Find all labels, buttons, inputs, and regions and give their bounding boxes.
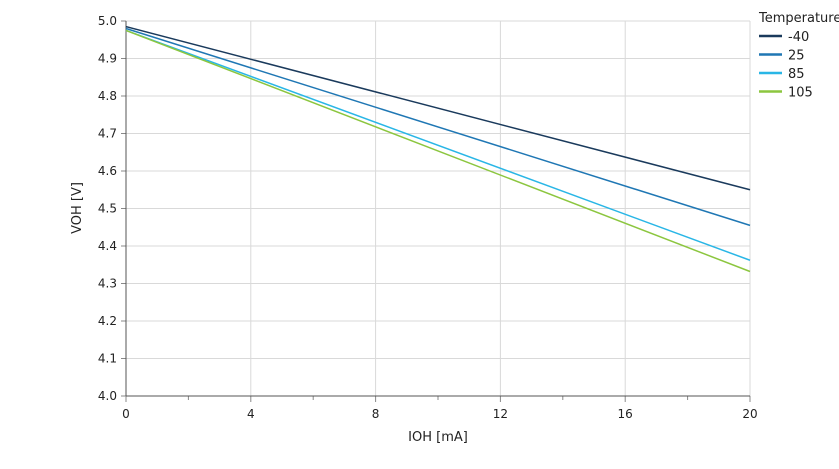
series-line-85 <box>125 29 751 261</box>
x-axis-title: IOH [mA] <box>408 430 468 445</box>
x-tick-label: 12 <box>493 407 508 421</box>
y-tick-label: 4.2 <box>98 314 117 328</box>
legend: Temperature -40 25 85 105 <box>758 11 839 101</box>
y-axis-title: VOH [V] <box>70 182 85 234</box>
y-tick-label: 4.8 <box>98 89 117 103</box>
y-tick-label: 4.1 <box>98 352 117 366</box>
series-line-105 <box>125 29 751 273</box>
x-tick-label: 16 <box>618 407 633 421</box>
legend-label: 105 <box>788 86 813 101</box>
series-line--40 <box>125 25 751 191</box>
y-tick-labels: 4.0 4.1 4.2 4.3 4.4 4.5 4.6 4.7 4.8 4.9 5.0 <box>98 14 117 403</box>
x-tick-label: 20 <box>742 407 757 421</box>
plot-axes <box>125 21 750 397</box>
y-tick-label: 4.0 <box>98 389 117 403</box>
x-tick-label: 0 <box>122 407 130 421</box>
y-tick-label: 4.5 <box>98 202 117 216</box>
y-tick-label: 5.0 <box>98 14 117 28</box>
y-tick-label: 4.4 <box>98 239 117 253</box>
x-tick-labels: 0 4 8 12 16 20 <box>122 407 757 421</box>
y-tick-label: 4.6 <box>98 164 117 178</box>
series-line-25 <box>125 27 751 227</box>
y-tick-label: 4.7 <box>98 127 117 141</box>
legend-title: Temperature <box>758 11 839 26</box>
legend-label: -40 <box>788 30 809 45</box>
x-tick-label: 4 <box>247 407 255 421</box>
minor-ticks <box>121 20 751 402</box>
x-tick-label: 8 <box>372 407 380 421</box>
y-tick-label: 4.9 <box>98 52 117 66</box>
series-lines <box>125 25 751 273</box>
legend-label: 25 <box>788 49 805 64</box>
legend-label: 85 <box>788 67 805 82</box>
grid-lines <box>125 20 751 397</box>
y-tick-label: 4.3 <box>98 277 117 291</box>
